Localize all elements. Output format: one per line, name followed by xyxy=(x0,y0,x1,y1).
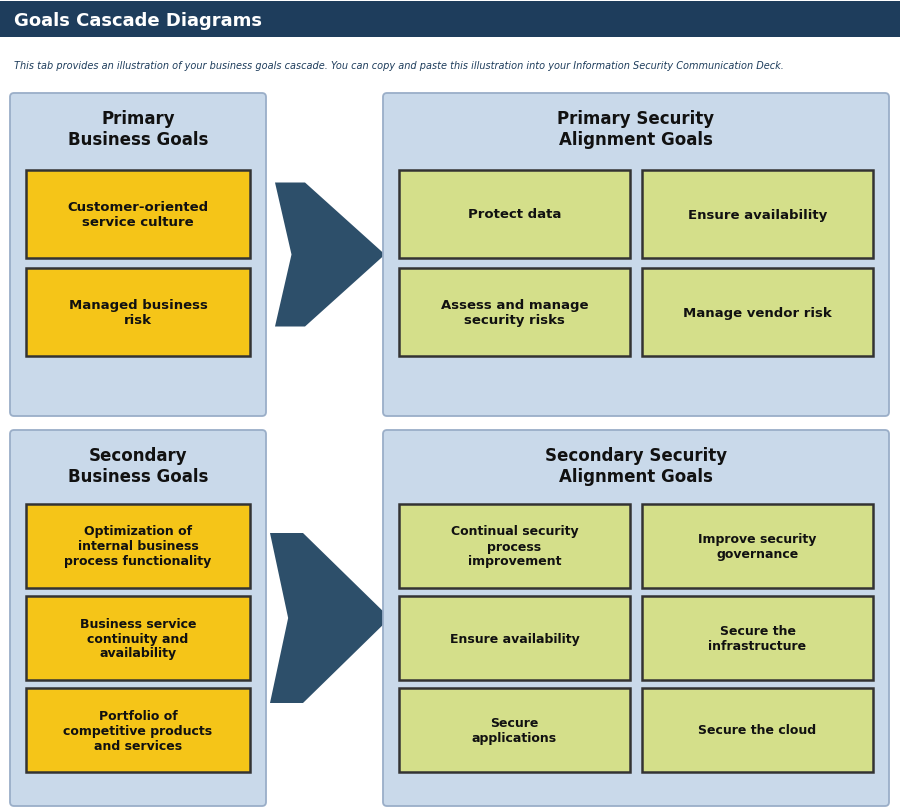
FancyBboxPatch shape xyxy=(399,171,630,259)
Text: Improve security
governance: Improve security governance xyxy=(698,532,816,560)
FancyBboxPatch shape xyxy=(26,596,250,680)
FancyBboxPatch shape xyxy=(399,268,630,357)
Text: Primary Security
Alignment Goals: Primary Security Alignment Goals xyxy=(557,109,715,148)
FancyBboxPatch shape xyxy=(642,268,873,357)
FancyBboxPatch shape xyxy=(26,504,250,588)
FancyBboxPatch shape xyxy=(642,504,873,588)
Text: This tab provides an illustration of your business goals cascade. You can copy a: This tab provides an illustration of you… xyxy=(14,61,784,71)
FancyBboxPatch shape xyxy=(383,431,889,806)
FancyBboxPatch shape xyxy=(642,171,873,259)
Text: Manage vendor risk: Manage vendor risk xyxy=(683,306,832,319)
Text: Assess and manage
security risks: Assess and manage security risks xyxy=(441,298,589,327)
FancyBboxPatch shape xyxy=(10,94,266,417)
Text: Continual security
process
improvement: Continual security process improvement xyxy=(451,525,579,568)
Text: Customer-oriented
service culture: Customer-oriented service culture xyxy=(68,201,209,229)
Text: Ensure availability: Ensure availability xyxy=(688,208,827,221)
Text: Optimization of
internal business
process functionality: Optimization of internal business proces… xyxy=(65,525,212,568)
Text: Ensure availability: Ensure availability xyxy=(450,632,580,645)
Polygon shape xyxy=(275,183,385,327)
FancyBboxPatch shape xyxy=(399,689,630,772)
Text: Business service
continuity and
availability: Business service continuity and availabi… xyxy=(80,616,196,659)
Text: Secondary Security
Alignment Goals: Secondary Security Alignment Goals xyxy=(544,446,727,485)
FancyBboxPatch shape xyxy=(642,689,873,772)
FancyBboxPatch shape xyxy=(26,171,250,259)
Text: Secure the cloud: Secure the cloud xyxy=(698,723,816,736)
Text: Goals Cascade Diagrams: Goals Cascade Diagrams xyxy=(14,12,262,30)
FancyBboxPatch shape xyxy=(399,504,630,588)
Text: Managed business
risk: Managed business risk xyxy=(68,298,207,327)
FancyBboxPatch shape xyxy=(0,2,900,38)
Text: Secondary
Business Goals: Secondary Business Goals xyxy=(68,446,208,485)
FancyBboxPatch shape xyxy=(26,268,250,357)
Text: Protect data: Protect data xyxy=(468,208,562,221)
Text: Portfolio of
competitive products
and services: Portfolio of competitive products and se… xyxy=(63,709,212,752)
Polygon shape xyxy=(270,534,390,703)
Text: Primary
Business Goals: Primary Business Goals xyxy=(68,109,208,148)
Text: Secure the
infrastructure: Secure the infrastructure xyxy=(708,624,806,652)
FancyBboxPatch shape xyxy=(10,431,266,806)
Text: Secure
applications: Secure applications xyxy=(472,716,557,744)
FancyBboxPatch shape xyxy=(26,689,250,772)
FancyBboxPatch shape xyxy=(642,596,873,680)
FancyBboxPatch shape xyxy=(383,94,889,417)
FancyBboxPatch shape xyxy=(399,596,630,680)
